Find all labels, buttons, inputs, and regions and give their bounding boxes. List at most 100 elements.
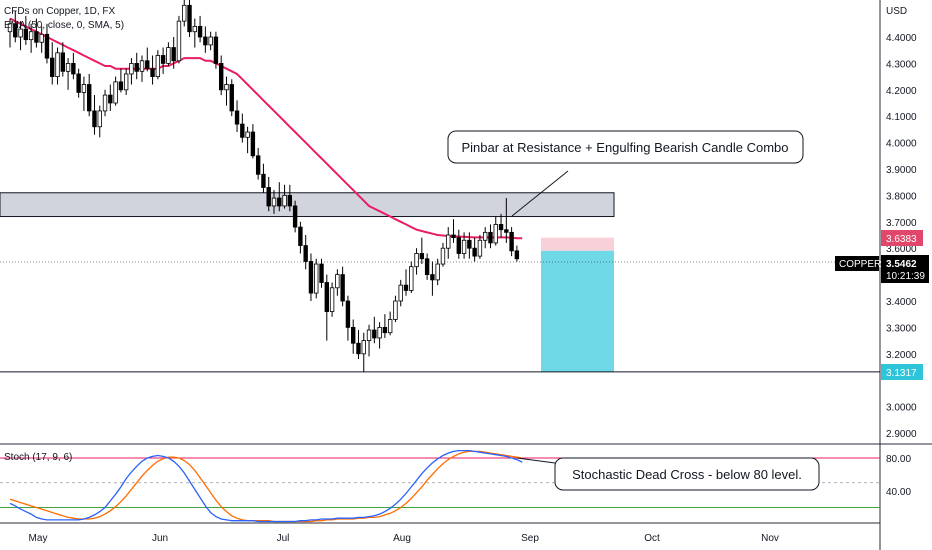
candle[interactable]	[240, 113, 245, 143]
candle[interactable]	[218, 55, 224, 96]
candle[interactable]	[314, 258, 319, 299]
candle[interactable]	[419, 237, 425, 265]
stop-loss-zone[interactable]	[541, 237, 614, 251]
candle[interactable]	[308, 253, 314, 301]
stoch-d-line[interactable]	[9, 450, 523, 523]
ema-line[interactable]	[9, 17, 523, 240]
candle[interactable]	[361, 332, 366, 373]
candle[interactable]	[482, 227, 488, 249]
candle[interactable]	[282, 184, 287, 209]
candle[interactable]	[255, 147, 261, 180]
candle[interactable]	[382, 314, 388, 338]
candle[interactable]	[39, 26, 44, 53]
candle[interactable]	[44, 23, 50, 64]
candle[interactable]	[366, 324, 372, 357]
candle[interactable]	[224, 76, 229, 106]
candle[interactable]	[234, 100, 240, 133]
candle[interactable]	[324, 274, 329, 341]
candle[interactable]	[34, 18, 39, 48]
candle[interactable]	[55, 47, 60, 85]
candle[interactable]	[345, 295, 351, 341]
candle[interactable]	[472, 237, 477, 262]
candle[interactable]	[319, 258, 324, 288]
candle[interactable]	[18, 21, 23, 51]
candle[interactable]	[187, 0, 192, 37]
candle[interactable]	[430, 261, 435, 296]
candle[interactable]	[182, 0, 187, 27]
take-profit-zone[interactable]	[541, 250, 614, 372]
candle[interactable]	[166, 42, 171, 67]
candle[interactable]	[488, 224, 493, 249]
candle[interactable]	[350, 319, 356, 354]
candle[interactable]	[176, 15, 182, 64]
candle[interactable]	[118, 68, 124, 93]
candle[interactable]	[277, 182, 282, 212]
candle[interactable]	[65, 58, 71, 90]
candle[interactable]	[213, 31, 219, 69]
candle[interactable]	[145, 47, 150, 72]
candle[interactable]	[387, 311, 393, 336]
candle[interactable]	[155, 50, 161, 80]
candle[interactable]	[108, 84, 113, 111]
candle[interactable]	[403, 269, 409, 296]
candle[interactable]	[377, 322, 382, 349]
candle[interactable]	[134, 52, 139, 80]
candle[interactable]	[461, 232, 467, 259]
candle[interactable]	[171, 37, 176, 69]
price-pane[interactable]	[0, 0, 880, 443]
candle[interactable]	[504, 198, 509, 243]
candle[interactable]	[393, 295, 398, 323]
candle[interactable]	[123, 68, 129, 96]
candle-note-box[interactable]	[447, 130, 804, 164]
candle[interactable]	[229, 79, 234, 117]
candle[interactable]	[113, 76, 118, 106]
candle[interactable]	[23, 15, 29, 45]
candle[interactable]	[7, 18, 13, 48]
candle[interactable]	[160, 47, 166, 74]
candle[interactable]	[414, 248, 419, 275]
candle[interactable]	[266, 176, 271, 212]
candle[interactable]	[329, 282, 335, 317]
candle[interactable]	[509, 227, 514, 257]
candle[interactable]	[440, 242, 446, 267]
candle[interactable]	[245, 126, 250, 154]
candle[interactable]	[477, 235, 483, 259]
candle[interactable]	[129, 58, 134, 85]
candle[interactable]	[498, 213, 504, 238]
candle[interactable]	[203, 26, 208, 53]
candle[interactable]	[356, 330, 361, 360]
candle[interactable]	[197, 15, 203, 43]
candle[interactable]	[271, 190, 277, 214]
candle[interactable]	[102, 89, 108, 117]
candle[interactable]	[409, 261, 414, 294]
candle[interactable]	[28, 23, 34, 53]
candle[interactable]	[71, 52, 76, 80]
resistance-zone[interactable]	[0, 192, 615, 218]
candle[interactable]	[493, 216, 498, 246]
candle[interactable]	[13, 10, 18, 43]
candle[interactable]	[97, 105, 102, 138]
candle[interactable]	[467, 232, 472, 259]
candle[interactable]	[435, 258, 440, 286]
candle[interactable]	[372, 316, 377, 344]
candle[interactable]	[50, 42, 55, 85]
candle[interactable]	[451, 219, 456, 243]
candle[interactable]	[287, 184, 293, 212]
stoch-note-box[interactable]	[554, 457, 820, 491]
candle[interactable]	[139, 55, 145, 82]
candle[interactable]	[92, 95, 97, 135]
candle[interactable]	[514, 245, 520, 262]
candle[interactable]	[192, 18, 197, 48]
candle[interactable]	[446, 227, 451, 259]
candle[interactable]	[456, 229, 461, 259]
candle[interactable]	[87, 73, 92, 117]
candle[interactable]	[250, 124, 256, 159]
candle[interactable]	[208, 31, 213, 51]
candle[interactable]	[340, 266, 345, 307]
candle[interactable]	[398, 279, 403, 307]
candle[interactable]	[76, 68, 81, 98]
candle[interactable]	[81, 76, 87, 111]
candle[interactable]	[60, 42, 65, 77]
candle[interactable]	[303, 235, 308, 270]
ema-indicator-label[interactable]: EMA (50, close, 0, SMA, 5)	[4, 20, 124, 31]
